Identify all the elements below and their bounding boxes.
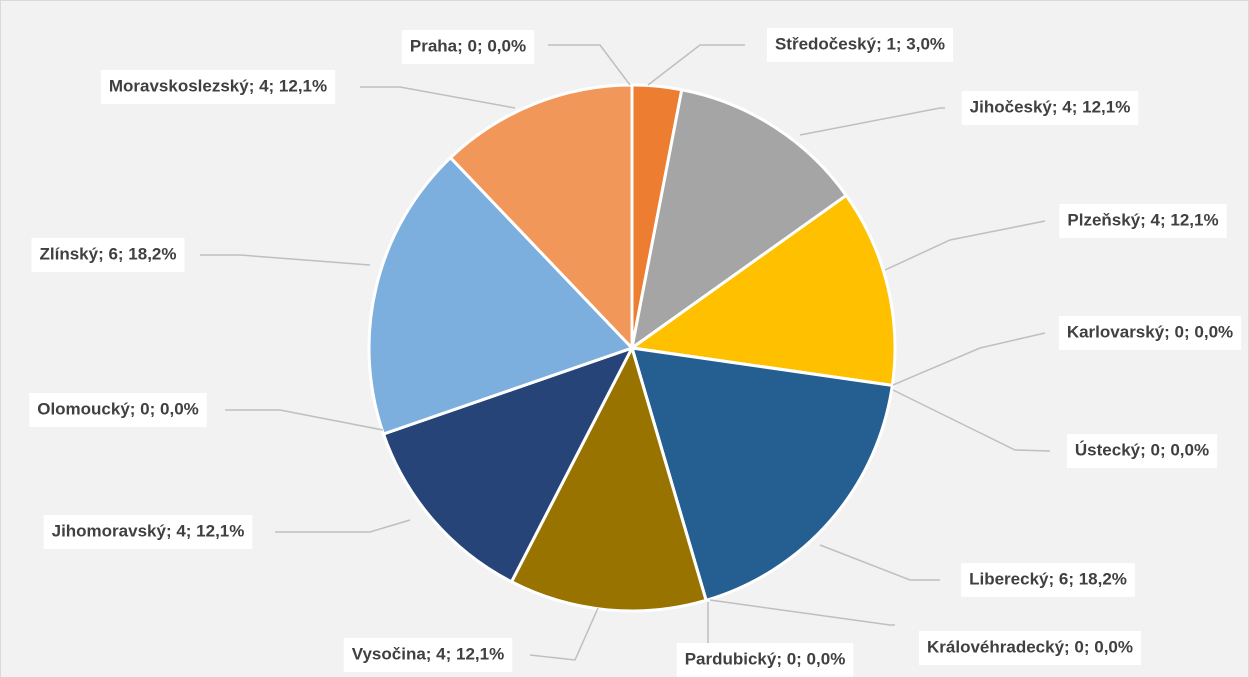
data-label: Liberecký; 6; 18,2% — [969, 569, 1127, 588]
label-box — [1058, 316, 1242, 350]
label-box — [961, 563, 1135, 597]
pie-slice — [629, 87, 849, 352]
leader-line — [548, 44, 631, 86]
label-box — [676, 643, 854, 677]
label-box — [401, 30, 535, 64]
leader-line — [200, 254, 371, 266]
pie-slice — [628, 193, 897, 388]
label-box — [1059, 204, 1227, 238]
leader-line — [709, 599, 895, 626]
data-label: Karlovarský; 0; 0,0% — [1067, 322, 1233, 341]
data-label: Středočeský; 1; 3,0% — [775, 34, 945, 53]
data-label: Praha; 0; 0,0% — [410, 36, 526, 55]
label-box — [29, 393, 207, 427]
data-label: Jihomoravský; 4; 12,1% — [52, 521, 245, 540]
label-box — [1066, 434, 1218, 468]
pie-slice — [509, 343, 708, 613]
pie-slice — [448, 83, 634, 352]
label-box — [43, 515, 253, 549]
data-label: Jihočeský; 4; 12,1% — [970, 97, 1131, 116]
leader-line — [892, 332, 1046, 386]
leader-line — [647, 44, 745, 86]
pie-slice — [367, 155, 635, 436]
data-label: Olomoucký; 0; 0,0% — [37, 399, 199, 418]
leader-line — [529, 607, 599, 661]
leader-line — [360, 86, 516, 109]
label-box — [31, 238, 185, 272]
data-label: Ústecký; 0; 0,0% — [1075, 440, 1209, 459]
pie-slice — [629, 346, 895, 603]
leader-line — [819, 544, 940, 581]
label-box — [100, 70, 336, 104]
data-label: Plzeňský; 4; 12,1% — [1067, 210, 1218, 229]
leader-line — [892, 389, 1051, 452]
label-box — [919, 631, 1141, 665]
label-box — [343, 638, 513, 672]
leader-line — [275, 519, 411, 533]
data-label: Vysočina; 4; 12,1% — [352, 644, 504, 663]
data-label: Moravskoslezský; 4; 12,1% — [109, 76, 327, 95]
label-box — [766, 28, 954, 62]
pie-slice — [381, 345, 636, 584]
data-label: Zlínský; 6; 18,2% — [39, 244, 176, 263]
label-box — [961, 91, 1139, 125]
leader-line — [884, 220, 1046, 271]
leader-line — [225, 409, 384, 431]
leader-line — [799, 107, 945, 136]
data-label: Pardubický; 0; 0,0% — [685, 649, 846, 668]
data-label: Královéhradecký; 0; 0,0% — [927, 637, 1133, 656]
